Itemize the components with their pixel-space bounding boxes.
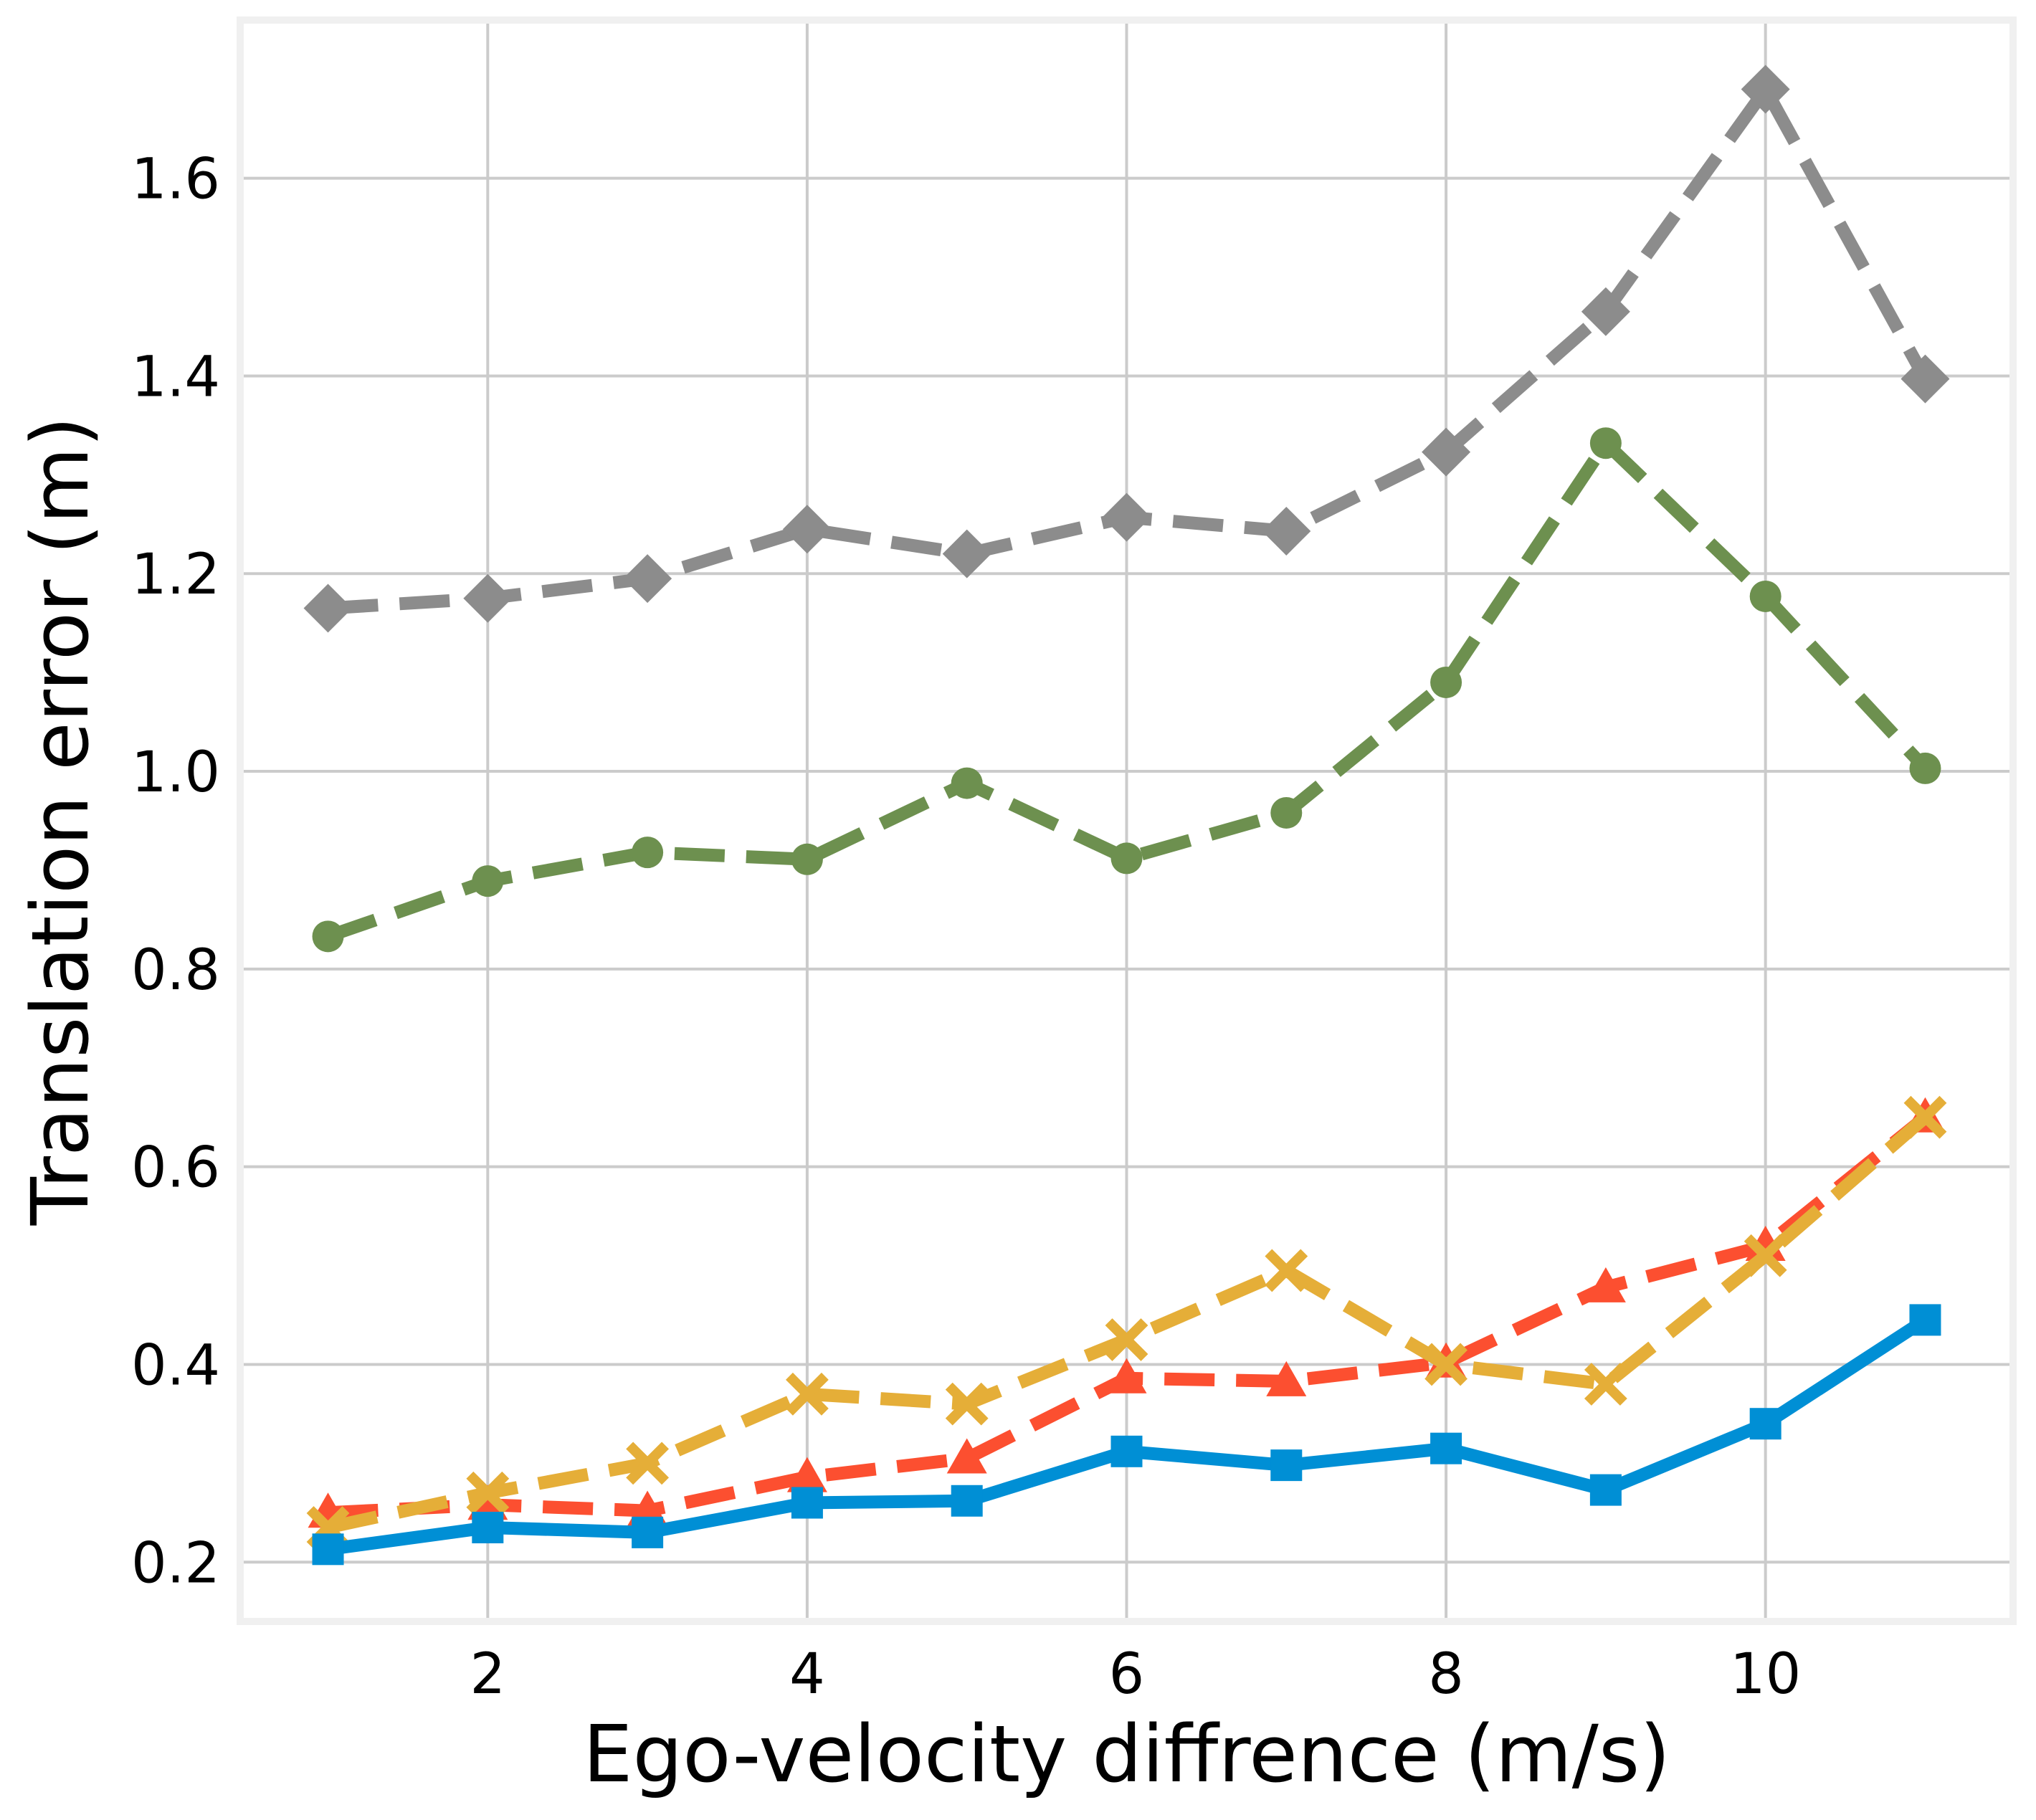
x-tick-label: 10 xyxy=(1730,1642,1801,1707)
data-point-marker xyxy=(1589,1474,1622,1506)
grid-lines xyxy=(240,20,2013,1621)
data-point-marker xyxy=(312,920,344,953)
y-tick-label: 1.0 xyxy=(131,740,220,805)
data-point-marker xyxy=(1749,1408,1782,1440)
x-tick-label: 4 xyxy=(789,1642,825,1707)
tick-labels: 2 4 6 8 10 0.2 0.4 0.6 0.8 1.0 1.2 1.4 1.6 xyxy=(131,148,1801,1707)
x-tick-label: 8 xyxy=(1428,1642,1464,1707)
data-point-marker xyxy=(1110,1435,1143,1467)
x-tick-label: 6 xyxy=(1109,1642,1145,1707)
data-point-marker xyxy=(1266,1361,1307,1396)
series-1 xyxy=(303,65,1950,633)
data-point-marker xyxy=(786,1372,829,1416)
data-point-marker xyxy=(791,843,823,875)
data-point-marker xyxy=(472,1511,504,1543)
series-2 xyxy=(312,427,1941,953)
data-point-marker xyxy=(632,837,664,869)
data-point-marker xyxy=(1262,506,1311,556)
data-point-marker xyxy=(942,529,991,578)
data-point-marker xyxy=(1909,752,1941,784)
y-tick-label: 1.2 xyxy=(131,543,220,607)
data-point-marker xyxy=(1749,580,1782,612)
data-point-marker xyxy=(782,505,832,554)
data-point-marker xyxy=(1106,1358,1147,1393)
data-point-marker xyxy=(1270,1449,1303,1482)
data-point-marker xyxy=(1265,1249,1308,1292)
data-point-marker xyxy=(472,865,504,897)
data-point-marker xyxy=(1105,1318,1148,1361)
series-5 xyxy=(312,1304,1941,1566)
data-point-marker xyxy=(1270,796,1303,829)
series-layer xyxy=(303,65,1950,1566)
data-point-marker xyxy=(1584,1363,1627,1406)
data-point-marker xyxy=(1110,842,1143,875)
data-point-marker xyxy=(1903,1095,1947,1139)
data-point-marker xyxy=(946,1438,987,1474)
y-tick-label: 0.2 xyxy=(131,1531,220,1596)
series-line xyxy=(325,437,1931,943)
series-4 xyxy=(306,1095,1947,1549)
data-point-marker xyxy=(466,1471,510,1515)
data-point-marker xyxy=(1909,1304,1941,1336)
data-point-marker xyxy=(632,1516,664,1548)
plot-area-frame xyxy=(237,16,2017,1625)
data-point-marker xyxy=(303,583,353,633)
y-tick-label: 0.4 xyxy=(131,1333,220,1398)
data-point-marker xyxy=(951,1485,983,1517)
data-point-marker xyxy=(951,767,983,799)
data-point-marker xyxy=(312,1533,344,1566)
data-point-marker xyxy=(623,554,672,604)
data-point-marker xyxy=(626,1442,670,1485)
y-tick-label: 1.4 xyxy=(131,345,220,409)
data-point-marker xyxy=(1901,354,1950,404)
data-point-marker xyxy=(1744,1234,1787,1277)
data-point-marker xyxy=(1741,65,1790,114)
data-point-marker xyxy=(945,1382,989,1426)
data-point-marker xyxy=(1430,666,1462,698)
data-point-marker xyxy=(1424,1343,1467,1386)
data-point-marker xyxy=(467,1485,508,1520)
y-axis-label: Translation error (m) xyxy=(14,416,106,1226)
x-axis-label: Ego-velocity diffrence (m/s) xyxy=(583,1708,1670,1800)
data-point-marker xyxy=(1589,427,1622,459)
data-point-marker xyxy=(1422,427,1471,477)
data-point-marker xyxy=(463,573,513,623)
y-tick-label: 1.6 xyxy=(131,148,220,212)
data-point-marker xyxy=(786,1457,827,1492)
data-point-marker xyxy=(1430,1432,1462,1464)
x-tick-label: 2 xyxy=(470,1642,506,1707)
data-point-marker xyxy=(1581,287,1630,336)
data-point-marker xyxy=(1102,492,1151,542)
y-tick-label: 0.6 xyxy=(131,1136,220,1201)
y-tick-label: 0.8 xyxy=(131,938,220,1003)
data-point-marker xyxy=(1585,1267,1626,1302)
data-point-marker xyxy=(791,1487,823,1519)
